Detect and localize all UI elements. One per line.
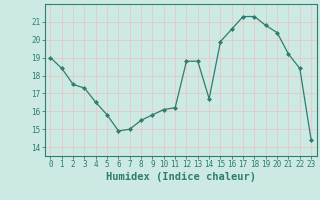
X-axis label: Humidex (Indice chaleur): Humidex (Indice chaleur) [106,172,256,182]
